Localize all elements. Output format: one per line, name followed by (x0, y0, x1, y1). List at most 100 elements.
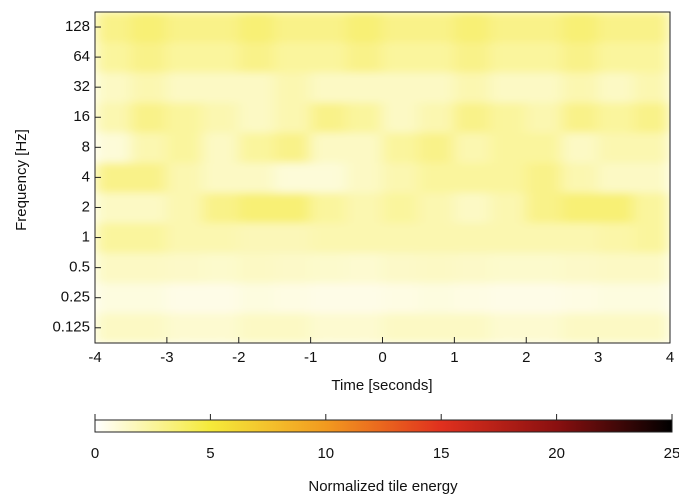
heat-cell (238, 101, 276, 133)
heat-cell (346, 312, 383, 343)
heat-cell (346, 282, 383, 314)
heat-cell (453, 282, 491, 314)
heat-cell (346, 131, 383, 163)
heat-cell (417, 222, 455, 254)
heat-cell (130, 312, 168, 343)
heat-cell (238, 131, 276, 163)
heat-cell (633, 161, 670, 193)
heat-cell (561, 101, 599, 133)
heat-cell (453, 71, 491, 103)
heat-cell (633, 71, 670, 103)
heat-cell (489, 12, 527, 43)
heat-cell (310, 12, 348, 43)
heat-cell (597, 312, 635, 343)
heat-cell (417, 131, 455, 163)
heat-cell (417, 41, 455, 73)
colorbar-tick-label: 10 (317, 445, 334, 462)
heat-cell (382, 161, 419, 193)
heat-cell (453, 41, 491, 73)
heat-cell (417, 252, 455, 284)
heat-cell (130, 131, 168, 163)
heat-cell (310, 101, 348, 133)
heat-cell (274, 131, 312, 163)
heat-cell (525, 71, 563, 103)
heat-cell (417, 282, 455, 314)
heat-cell (382, 101, 419, 133)
heat-cell (417, 191, 455, 224)
x-axis-label: Time [seconds] (331, 377, 432, 394)
heat-cell (633, 282, 670, 314)
heat-cell (130, 161, 168, 193)
heat-cell (166, 71, 204, 103)
heat-cell (346, 252, 383, 284)
y-tick-label: 8 (82, 138, 90, 155)
heat-cell (274, 12, 312, 43)
heat-cell (238, 282, 276, 314)
y-tick-label: 2 (82, 198, 90, 215)
x-tick-label: 3 (594, 349, 602, 366)
heat-cell (633, 222, 670, 254)
x-tick-label: 2 (522, 349, 530, 366)
heat-cell (382, 41, 419, 73)
x-tick-label: -2 (232, 349, 245, 366)
heat-cell (130, 222, 168, 254)
colorbar-tick-label: 25 (664, 445, 679, 462)
heat-cell (525, 161, 563, 193)
y-tick-label: 0.125 (52, 319, 90, 336)
heat-cell (238, 41, 276, 73)
heat-cell (238, 71, 276, 103)
heat-cell (346, 12, 383, 43)
heat-cell (525, 12, 563, 43)
heat-cell (310, 161, 348, 193)
heat-cell (382, 131, 419, 163)
heat-cell (597, 131, 635, 163)
heat-cell (95, 41, 132, 73)
heat-cell (561, 12, 599, 43)
heat-cell (130, 252, 168, 284)
heat-cell (166, 252, 204, 284)
heat-cell (561, 41, 599, 73)
x-tick-label: 4 (666, 349, 674, 366)
heat-cell (453, 312, 491, 343)
heat-cell (489, 41, 527, 73)
heat-cell (561, 312, 599, 343)
heat-cell (130, 12, 168, 43)
heat-cell (633, 101, 670, 133)
heat-cell (525, 101, 563, 133)
heat-cell (166, 12, 204, 43)
heat-cell (166, 282, 204, 314)
heat-cell (453, 161, 491, 193)
x-tick-label: -4 (88, 349, 101, 366)
heat-cell (597, 191, 635, 224)
heat-cell (238, 191, 276, 224)
heat-cell (382, 71, 419, 103)
heat-cell (489, 71, 527, 103)
colorbar-tick-label: 0 (91, 445, 99, 462)
heat-cell (417, 101, 455, 133)
heat-cell (95, 71, 132, 103)
heat-cell (238, 222, 276, 254)
heat-cell (417, 161, 455, 193)
heat-cell (274, 161, 312, 193)
heat-cell (95, 282, 132, 314)
heat-cell (202, 252, 240, 284)
heat-cell (382, 191, 419, 224)
heat-cell (202, 191, 240, 224)
x-tick-label: -1 (304, 349, 317, 366)
x-tick-label: 1 (450, 349, 458, 366)
heat-cell (633, 12, 670, 43)
heat-cell (633, 312, 670, 343)
heat-cell (597, 12, 635, 43)
y-tick-label: 128 (65, 18, 90, 35)
heat-cell (453, 12, 491, 43)
heat-cell (346, 222, 383, 254)
heat-cell (453, 101, 491, 133)
heat-cell (130, 101, 168, 133)
colorbar-tick-label: 5 (206, 445, 214, 462)
heat-cell (202, 222, 240, 254)
heat-cell (453, 131, 491, 163)
heat-cell (489, 161, 527, 193)
heat-cell (310, 41, 348, 73)
heat-cell (346, 101, 383, 133)
heat-cell (202, 71, 240, 103)
